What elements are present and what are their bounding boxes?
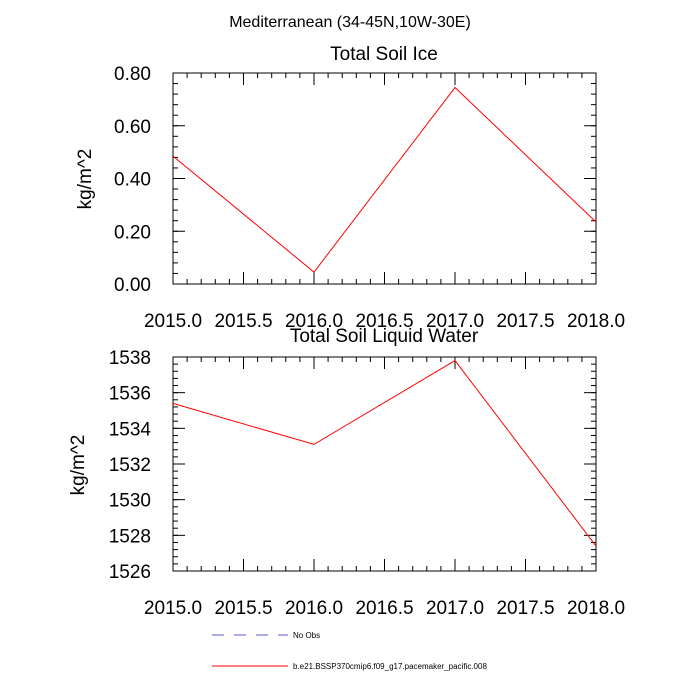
y-tick-label: 1528 <box>109 526 151 547</box>
series-line <box>172 86 597 273</box>
x-tick-label: 2015.5 <box>214 311 272 332</box>
x-tick-label: 2016.0 <box>285 311 343 332</box>
y-tick-label: 1532 <box>109 455 151 476</box>
panel-title-soil-liquid-water: Total Soil Liquid Water <box>290 326 479 347</box>
legend-label-model-run: b.e21.BSSP370cmip6.f09_g17.pacemaker_pac… <box>293 662 487 671</box>
legend: No Obs b.e21.BSSP370cmip6.f09_g17.pacema… <box>212 631 487 671</box>
panel-total-soil-ice: Total Soil Ice kg/m^2 2015.0 2015.5 2016.0… <box>75 44 625 332</box>
series-line <box>172 359 597 547</box>
y-tick-label: 1530 <box>109 491 151 512</box>
panel-total-soil-liquid-water: Total Soil Liquid Water kg/m^2 2015.0 201… <box>68 326 625 619</box>
plot-frame <box>172 72 597 285</box>
legend-label-no-obs: No Obs <box>293 631 320 640</box>
y-tick-label: 1538 <box>109 348 151 369</box>
y-axis-label-soil-liquid-water: kg/m^2 <box>68 435 89 496</box>
x-tick-label: 2015.5 <box>214 598 272 619</box>
y-tick-label: 0.00 <box>114 275 151 296</box>
y-axis-label-soil-ice: kg/m^2 <box>75 149 96 210</box>
plot-frame <box>172 356 597 572</box>
x-tick-label: 2016.5 <box>355 598 413 619</box>
x-tick-label: 2015.0 <box>144 311 202 332</box>
panel-title-soil-ice: Total Soil Ice <box>330 44 438 65</box>
y-tick-label: 0.20 <box>114 222 151 243</box>
y-tick-label: 1534 <box>109 419 152 440</box>
y-tick-label: 1536 <box>109 384 151 405</box>
x-tick-label: 2018.0 <box>567 598 625 619</box>
y-tick-label: 0.80 <box>114 64 151 85</box>
y-tick-label: 0.40 <box>114 170 151 191</box>
x-tick-label: 2017.5 <box>496 311 554 332</box>
x-tick-label: 2018.0 <box>567 311 625 332</box>
x-tick-label: 2015.0 <box>144 598 202 619</box>
figure-suptitle: Mediterranean (34-45N,10W-30E) <box>229 14 471 31</box>
x-tick-label: 2017.0 <box>426 598 484 619</box>
x-tick-label: 2016.5 <box>355 311 413 332</box>
y-tick-label: 1526 <box>109 562 151 583</box>
y-tick-label: 0.60 <box>114 117 151 138</box>
x-tick-label: 2017.0 <box>426 311 484 332</box>
x-tick-label: 2017.5 <box>496 598 554 619</box>
x-tick-label: 2016.0 <box>285 598 343 619</box>
